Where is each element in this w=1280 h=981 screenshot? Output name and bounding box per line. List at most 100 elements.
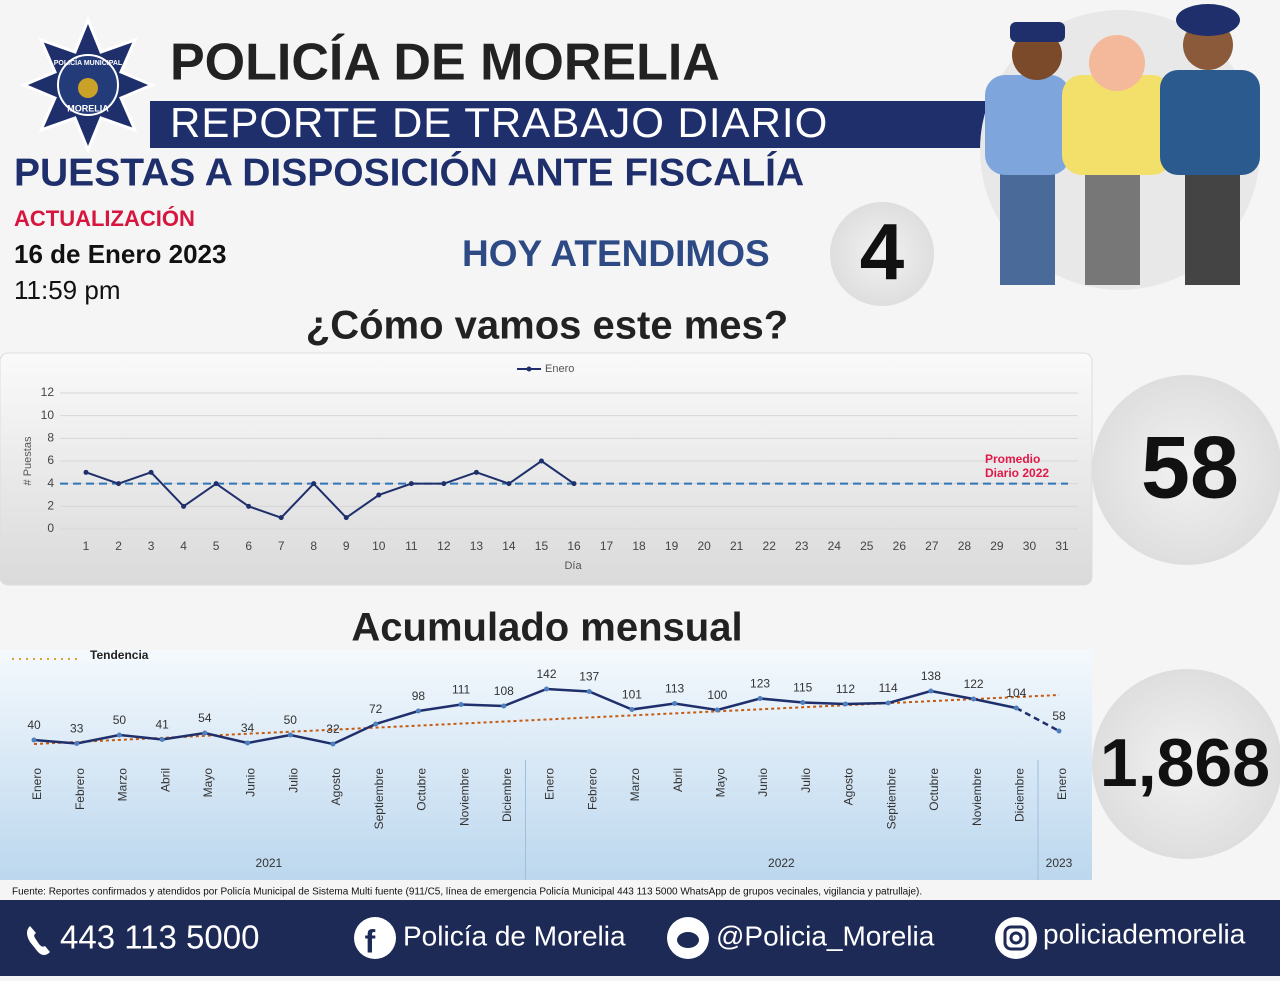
x-tick-label: 1 [83,539,90,553]
data-point [441,481,447,487]
y-axis-label: # Puestas [22,436,34,485]
data-label: 114 [879,681,898,695]
heading: PUESTAS A DISPOSICIÓN ANTE FISCALÍA [14,150,804,194]
x-tick-label: 10 [372,539,386,553]
data-point [842,701,848,707]
x-tick-label: Abril [671,768,685,792]
data-point [458,702,464,707]
y-tick-label: 0 [47,521,54,535]
x-tick-label: 8 [310,539,317,553]
data-point [473,469,479,475]
legend-swatch [526,366,532,372]
data-point [245,740,251,746]
data-point [415,708,421,714]
y-tick-label: 10 [41,408,55,422]
y-tick-label: 2 [47,499,54,513]
x-tick-label: Febrero [73,768,87,810]
x-tick-label: Mayo [714,768,728,798]
x-tick-label: 7 [278,539,285,553]
x-tick-label: Octubre [415,768,429,811]
data-point [278,515,284,521]
x-tick-label: 22 [763,539,777,553]
x-tick-label: 3 [148,539,155,553]
x-tick-label: Octubre [927,768,941,811]
data-point [1013,705,1019,711]
legend-label: Enero [545,363,574,375]
x-tick-label: 29 [990,539,1004,553]
x-tick-label: 28 [958,539,972,553]
reference-label-box: Promedio Diario 2022 [985,452,1049,480]
data-label: 34 [241,721,255,735]
x-tick-label: Marzo [116,768,130,802]
chart-panel [0,650,1092,880]
data-point [501,703,507,709]
data-point [629,707,635,712]
x-tick-label: 11 [405,539,418,553]
x-tick-label: 27 [925,539,939,553]
x-tick-label: Junio [756,768,770,797]
update-label: ACTUALIZACIÓN [14,206,195,231]
group-label: 2023 [1046,856,1073,870]
data-point [202,730,208,736]
subtitle: REPORTE DE TRABAJO DIARIO [170,99,828,146]
data-point [757,696,763,701]
instagram-glyph [1003,925,1029,951]
x-tick-label: Enero [30,768,44,800]
y-tick-label: 12 [41,385,55,399]
data-point [885,700,891,706]
data-label: 50 [284,713,298,727]
total-circle [1092,375,1280,565]
x-tick-label: Agosto [329,768,343,806]
x-tick-label: Diciembre [500,768,514,822]
chart-title: Acumulado mensual [351,606,742,650]
data-point [74,741,80,746]
data-point [343,515,349,521]
source: Fuente: Reportes confirmados y atendidos… [12,887,922,898]
x-tick-label: 23 [795,539,809,553]
badge-bottom: MORELIA [67,103,109,113]
data-label: 138 [921,669,941,683]
facebook-f: f [365,923,376,959]
x-tick-label: 19 [665,539,679,553]
data-point [672,701,678,706]
total: 58 [1141,417,1239,516]
data-point [586,689,592,694]
x-tick-label: 5 [213,539,220,553]
x-tick-label: Noviembre [457,768,471,826]
x-tick-label: Diciembre [1012,768,1026,822]
today-circle [830,202,934,306]
data-label: 115 [793,681,812,695]
data-point [376,492,382,498]
data-label: 41 [155,718,169,732]
data-point [928,688,934,694]
data-label: 40 [27,718,41,732]
data-point [571,481,577,487]
time: 11:59 pm [14,275,120,305]
instagram-lens [1009,931,1023,945]
data-label: 100 [707,688,727,702]
footer-bar [0,900,1280,976]
x-tick-label: 4 [180,539,187,553]
facebook: Policía de Morelia [403,920,626,951]
y-tick-label: 4 [47,476,54,490]
data-point [506,481,512,487]
data-point [246,503,252,509]
x-tick-label: Marzo [628,768,642,802]
data-point [116,732,122,738]
subtitle-band [150,101,985,148]
x-tick-label: 2 [115,539,122,553]
data-point [159,737,165,742]
x-tick-label: Enero [543,768,557,800]
x-tick-label: 18 [632,539,646,553]
data-point [148,469,154,475]
data-point [408,481,414,487]
x-tick-label: Febrero [585,768,599,810]
x-tick-label: 20 [697,539,711,553]
data-label: 58 [1052,709,1066,723]
x-tick-label: Agosto [842,768,856,806]
badge-top: POLICÍA MUNICIPAL [54,58,123,67]
data-label: 112 [836,682,855,696]
data-label: 104 [1006,686,1026,700]
x-tick-label: 6 [245,539,252,553]
